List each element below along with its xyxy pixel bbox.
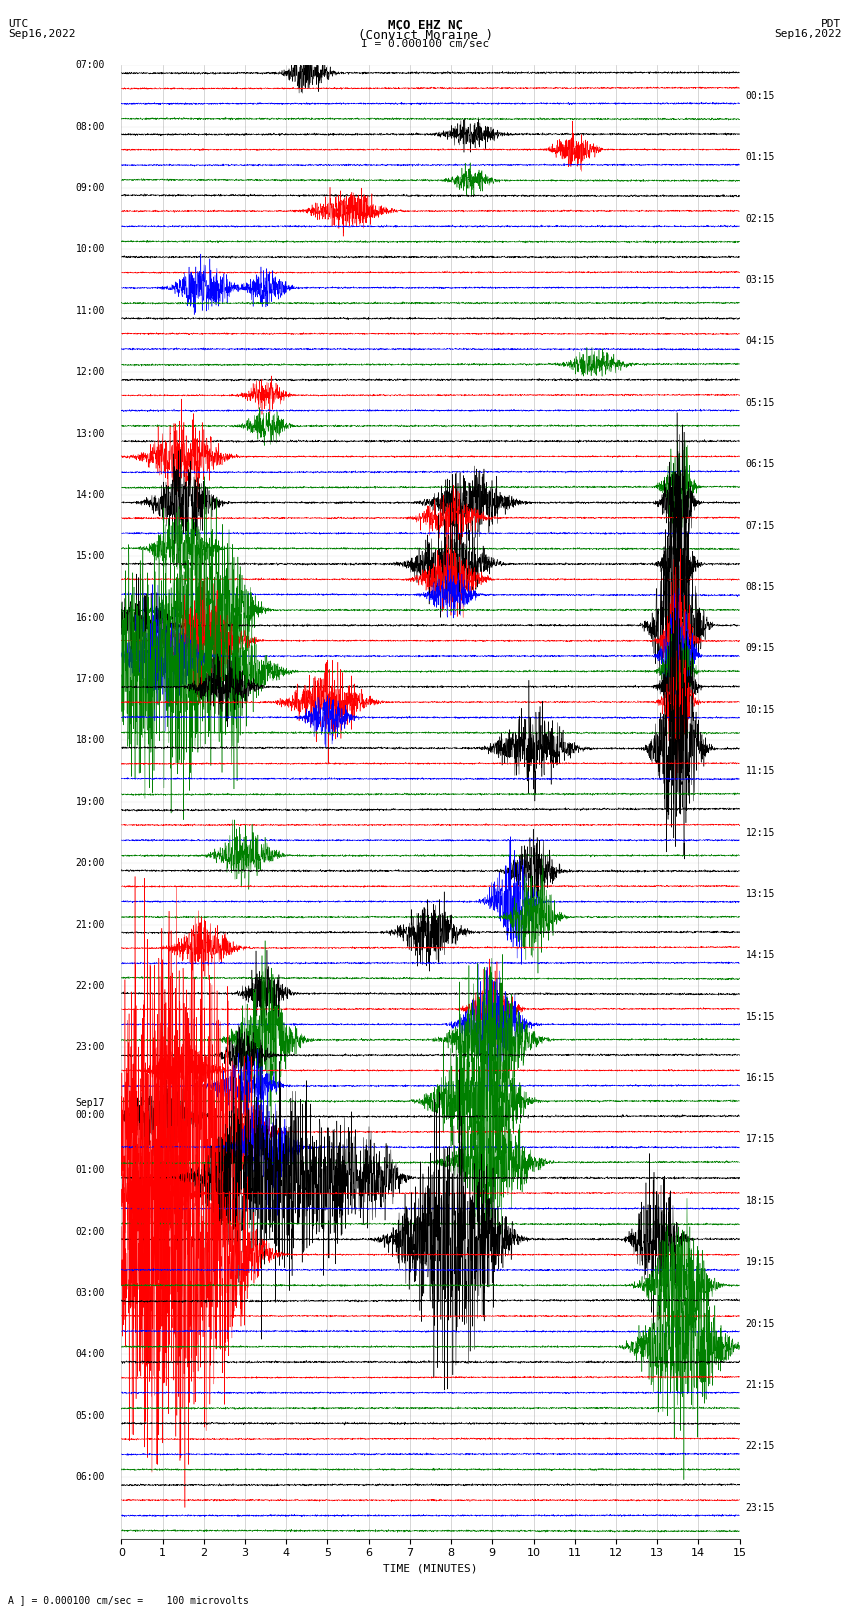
Text: I = 0.000100 cm/sec: I = 0.000100 cm/sec bbox=[361, 39, 489, 48]
Text: 18:15: 18:15 bbox=[745, 1195, 775, 1207]
Text: 19:15: 19:15 bbox=[745, 1257, 775, 1268]
Text: 04:15: 04:15 bbox=[745, 337, 775, 347]
Text: 22:00: 22:00 bbox=[76, 981, 105, 990]
Text: 10:15: 10:15 bbox=[745, 705, 775, 715]
Text: 21:15: 21:15 bbox=[745, 1381, 775, 1390]
Text: 17:15: 17:15 bbox=[745, 1134, 775, 1145]
Text: 16:15: 16:15 bbox=[745, 1073, 775, 1082]
Text: 10:00: 10:00 bbox=[76, 244, 105, 255]
Text: PDT: PDT bbox=[821, 19, 842, 29]
Text: 20:00: 20:00 bbox=[76, 858, 105, 868]
Text: 20:15: 20:15 bbox=[745, 1319, 775, 1329]
Text: 17:00: 17:00 bbox=[76, 674, 105, 684]
Text: 23:00: 23:00 bbox=[76, 1042, 105, 1052]
Text: 11:15: 11:15 bbox=[745, 766, 775, 776]
Text: 16:00: 16:00 bbox=[76, 613, 105, 623]
Text: Sep17
00:00: Sep17 00:00 bbox=[76, 1098, 105, 1119]
Text: 14:00: 14:00 bbox=[76, 490, 105, 500]
Text: 04:00: 04:00 bbox=[76, 1350, 105, 1360]
Text: Sep16,2022: Sep16,2022 bbox=[8, 29, 76, 39]
Text: 00:15: 00:15 bbox=[745, 90, 775, 102]
Text: 07:00: 07:00 bbox=[76, 60, 105, 69]
Text: 05:00: 05:00 bbox=[76, 1411, 105, 1421]
Text: 21:00: 21:00 bbox=[76, 919, 105, 929]
Text: 18:00: 18:00 bbox=[76, 736, 105, 745]
Text: 11:00: 11:00 bbox=[76, 306, 105, 316]
Text: 02:15: 02:15 bbox=[745, 213, 775, 224]
Text: Sep16,2022: Sep16,2022 bbox=[774, 29, 842, 39]
Text: 12:00: 12:00 bbox=[76, 368, 105, 377]
Text: 03:00: 03:00 bbox=[76, 1287, 105, 1298]
Text: 06:15: 06:15 bbox=[745, 460, 775, 469]
Text: 22:15: 22:15 bbox=[745, 1442, 775, 1452]
Text: 23:15: 23:15 bbox=[745, 1503, 775, 1513]
Text: 09:15: 09:15 bbox=[745, 644, 775, 653]
Text: 03:15: 03:15 bbox=[745, 276, 775, 286]
Text: UTC: UTC bbox=[8, 19, 29, 29]
Text: 13:00: 13:00 bbox=[76, 429, 105, 439]
Text: 14:15: 14:15 bbox=[745, 950, 775, 960]
Text: 15:15: 15:15 bbox=[745, 1011, 775, 1021]
Text: 05:15: 05:15 bbox=[745, 398, 775, 408]
Text: 15:00: 15:00 bbox=[76, 552, 105, 561]
Text: 01:00: 01:00 bbox=[76, 1165, 105, 1176]
Text: 01:15: 01:15 bbox=[745, 152, 775, 163]
Text: A ] = 0.000100 cm/sec =    100 microvolts: A ] = 0.000100 cm/sec = 100 microvolts bbox=[8, 1595, 249, 1605]
Text: 08:15: 08:15 bbox=[745, 582, 775, 592]
Text: MCO EHZ NC: MCO EHZ NC bbox=[388, 19, 462, 32]
Text: 06:00: 06:00 bbox=[76, 1473, 105, 1482]
Text: 02:00: 02:00 bbox=[76, 1226, 105, 1237]
Text: (Convict Moraine ): (Convict Moraine ) bbox=[358, 29, 492, 42]
Text: 13:15: 13:15 bbox=[745, 889, 775, 898]
X-axis label: TIME (MINUTES): TIME (MINUTES) bbox=[383, 1565, 478, 1574]
Text: 19:00: 19:00 bbox=[76, 797, 105, 806]
Text: 09:00: 09:00 bbox=[76, 182, 105, 194]
Text: 07:15: 07:15 bbox=[745, 521, 775, 531]
Text: 12:15: 12:15 bbox=[745, 827, 775, 837]
Text: 08:00: 08:00 bbox=[76, 121, 105, 132]
